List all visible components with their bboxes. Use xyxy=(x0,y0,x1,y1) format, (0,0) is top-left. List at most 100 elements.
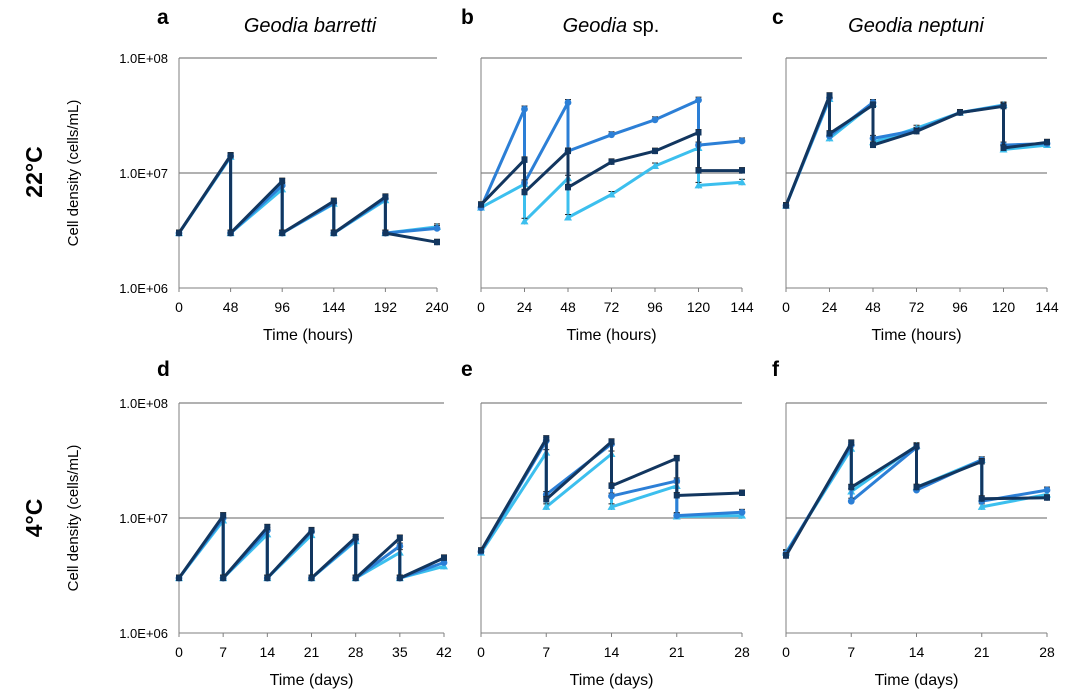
data-point xyxy=(543,496,550,503)
data-point xyxy=(738,137,746,145)
row-label-22c: 22°C xyxy=(21,146,47,197)
y-tick-label: 1.0E+06 xyxy=(119,281,168,296)
series-line xyxy=(479,437,743,552)
x-axis-title: Time (days) xyxy=(570,672,654,689)
data-point xyxy=(913,128,920,135)
series-line xyxy=(479,98,743,209)
data-point xyxy=(695,96,702,104)
x-tick-label: 144 xyxy=(1035,299,1059,315)
data-point xyxy=(738,178,746,186)
x-tick-label: 7 xyxy=(219,644,227,660)
x-tick-label: 28 xyxy=(734,644,750,660)
series-2 xyxy=(175,152,441,237)
panel-title: Geodia neptuni xyxy=(848,15,984,37)
data-point xyxy=(352,534,359,541)
data-point xyxy=(521,156,528,163)
data-point xyxy=(176,230,182,237)
data-point xyxy=(227,230,234,237)
series-1 xyxy=(478,435,745,554)
data-point xyxy=(1000,144,1007,151)
data-point xyxy=(848,439,855,446)
panel-label: a xyxy=(157,6,169,29)
data-point xyxy=(330,198,337,205)
series-line xyxy=(177,514,445,580)
data-point xyxy=(441,554,447,561)
data-point xyxy=(382,230,389,237)
x-tick-label: 96 xyxy=(952,299,968,315)
data-point xyxy=(870,142,876,149)
data-point xyxy=(478,547,484,554)
data-point xyxy=(330,230,337,237)
panel-title: Geodia barretti xyxy=(244,15,377,37)
data-point xyxy=(913,484,920,491)
panel-label: d xyxy=(157,358,170,381)
data-point xyxy=(264,575,271,582)
y-tick-label: 1.0E+08 xyxy=(119,51,168,66)
series-1 xyxy=(176,512,447,582)
x-tick-label: 144 xyxy=(730,299,754,315)
y-tick-label: 1.0E+06 xyxy=(119,626,168,641)
series-1 xyxy=(478,128,745,208)
x-tick-label: 72 xyxy=(909,299,925,315)
x-tick-label: 96 xyxy=(647,299,663,315)
y-tick-label: 1.0E+07 xyxy=(119,511,168,526)
data-point xyxy=(564,213,572,221)
panel-label: e xyxy=(461,358,473,381)
x-tick-label: 72 xyxy=(604,299,620,315)
data-point xyxy=(434,239,440,246)
data-point xyxy=(565,148,571,155)
series-line xyxy=(784,96,1048,207)
data-point xyxy=(308,527,315,534)
data-point xyxy=(739,167,745,174)
data-point xyxy=(396,535,403,542)
y-axis-title: Cell density (cells/mL) xyxy=(65,445,82,592)
x-tick-label: 96 xyxy=(274,299,290,315)
x-axis-title: Time (days) xyxy=(875,672,959,689)
panel-d: d 1.0E+06 1.0E+07 1.0E+08 Cell density (cell… xyxy=(65,358,452,689)
x-tick-label: 0 xyxy=(175,299,183,315)
x-axis-title: Time (hours) xyxy=(566,327,656,344)
x-tick-label: 0 xyxy=(477,299,485,315)
series-1 xyxy=(783,439,1050,559)
data-point xyxy=(738,508,746,516)
x-tick-label: 120 xyxy=(687,299,711,315)
data-point xyxy=(220,512,227,519)
series-line xyxy=(177,154,438,244)
x-tick-label: 0 xyxy=(782,644,790,660)
data-point xyxy=(396,575,403,582)
y-tick-label: 1.0E+07 xyxy=(119,166,168,181)
x-tick-label: 0 xyxy=(175,644,183,660)
data-point xyxy=(783,202,789,209)
data-point xyxy=(565,184,571,191)
data-point xyxy=(478,201,484,208)
x-tick-label: 14 xyxy=(604,644,620,660)
data-point xyxy=(870,102,876,109)
data-point xyxy=(978,495,985,502)
panel-label: b xyxy=(461,6,474,29)
data-point xyxy=(608,438,615,445)
x-tick-label: 14 xyxy=(909,644,925,660)
x-tick-label: 24 xyxy=(517,299,533,315)
x-tick-label: 21 xyxy=(304,644,320,660)
data-point xyxy=(520,217,529,225)
data-point xyxy=(543,435,550,442)
data-point xyxy=(826,92,833,99)
data-point xyxy=(1044,139,1050,146)
data-point xyxy=(308,575,315,582)
data-point xyxy=(978,458,985,465)
panel-c: c Geodia neptuni 0 24 48 72 96 120 144 Time (hour… xyxy=(772,6,1059,344)
x-tick-label: 14 xyxy=(260,644,276,660)
data-point xyxy=(673,492,680,499)
data-point xyxy=(1043,486,1051,494)
data-point xyxy=(847,497,855,505)
data-point xyxy=(848,484,855,491)
data-point xyxy=(826,130,833,137)
data-point xyxy=(608,131,615,139)
panel-label: c xyxy=(772,6,784,29)
data-point xyxy=(176,575,182,582)
data-point xyxy=(1044,494,1050,501)
data-point xyxy=(433,224,441,232)
data-point xyxy=(957,109,963,116)
data-point xyxy=(695,167,702,174)
